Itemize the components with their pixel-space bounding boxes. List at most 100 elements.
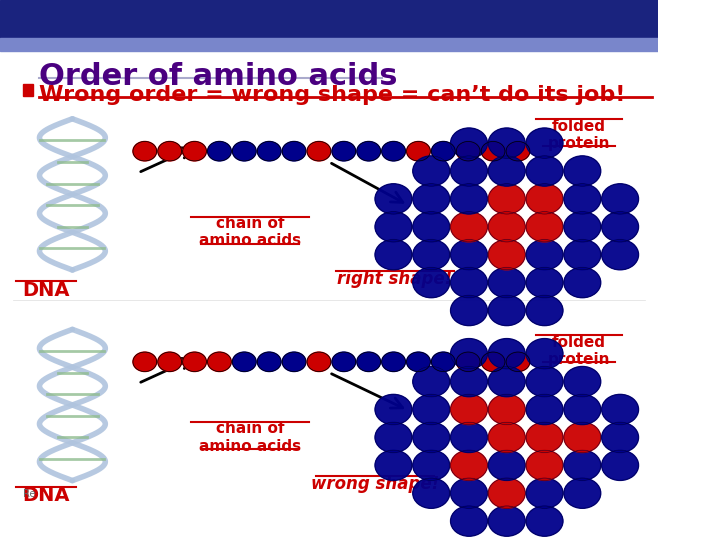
Circle shape [233,141,256,161]
Circle shape [526,295,563,326]
Circle shape [158,352,181,372]
Circle shape [526,240,563,270]
Circle shape [602,394,639,424]
Circle shape [413,422,450,453]
Circle shape [357,352,381,372]
Circle shape [407,141,431,161]
Circle shape [456,141,480,161]
Text: folded
protein: folded protein [548,119,611,151]
Circle shape [488,506,525,536]
Text: Wrong order = wrong shape = can’t do its job!: Wrong order = wrong shape = can’t do its… [40,85,626,105]
Circle shape [506,141,530,161]
Circle shape [481,352,505,372]
Circle shape [431,141,455,161]
Circle shape [207,141,231,161]
Circle shape [451,394,487,424]
Circle shape [382,352,405,372]
Bar [0,38,658,51]
Circle shape [481,141,505,161]
Circle shape [307,141,330,161]
Circle shape [488,128,525,158]
Circle shape [332,141,356,161]
Circle shape [526,367,563,397]
Circle shape [133,141,157,161]
Circle shape [375,240,412,270]
Circle shape [488,295,525,326]
Circle shape [451,450,487,481]
Circle shape [207,352,231,372]
Circle shape [413,184,450,214]
Circle shape [357,141,381,161]
Text: right shape!: right shape! [337,270,452,288]
Circle shape [282,352,306,372]
Circle shape [526,422,563,453]
Circle shape [564,156,600,186]
Circle shape [564,267,600,298]
Circle shape [602,212,639,242]
Circle shape [451,367,487,397]
Circle shape [488,156,525,186]
Circle shape [488,422,525,453]
Circle shape [413,394,450,424]
Circle shape [233,352,256,372]
Circle shape [133,352,157,372]
Circle shape [375,394,412,424]
Circle shape [506,352,530,372]
Circle shape [451,184,487,214]
Text: DNA: DNA [22,486,70,505]
Bar [0,0,658,38]
Circle shape [564,422,600,453]
Circle shape [431,352,455,372]
Circle shape [332,352,356,372]
Circle shape [451,339,487,369]
Circle shape [183,352,207,372]
Circle shape [564,478,600,508]
Circle shape [257,352,281,372]
Text: chain of
amino acids: chain of amino acids [199,421,301,454]
Circle shape [451,128,487,158]
Circle shape [413,367,450,397]
Circle shape [456,352,480,372]
Circle shape [602,240,639,270]
Circle shape [413,478,450,508]
Text: chain of
amino acids: chain of amino acids [199,216,301,248]
Text: Re: Re [23,489,35,499]
Text: DNA: DNA [22,281,70,300]
Circle shape [451,295,487,326]
Circle shape [488,394,525,424]
Circle shape [602,422,639,453]
Circle shape [375,422,412,453]
Circle shape [488,450,525,481]
Text: wrong shape!: wrong shape! [311,475,439,493]
Circle shape [526,478,563,508]
Circle shape [413,450,450,481]
Text: folded
protein: folded protein [548,335,611,367]
Circle shape [564,240,600,270]
Circle shape [375,184,412,214]
Circle shape [451,240,487,270]
Circle shape [413,267,450,298]
Circle shape [257,141,281,161]
Circle shape [526,128,563,158]
Circle shape [183,141,207,161]
Circle shape [488,212,525,242]
Circle shape [488,339,525,369]
Circle shape [488,367,525,397]
Circle shape [564,367,600,397]
Circle shape [526,184,563,214]
Circle shape [526,506,563,536]
Circle shape [451,478,487,508]
Circle shape [564,184,600,214]
Text: Order of amino acids: Order of amino acids [40,62,398,91]
Circle shape [413,212,450,242]
Circle shape [488,478,525,508]
Circle shape [602,184,639,214]
Circle shape [307,352,330,372]
Circle shape [488,267,525,298]
Circle shape [564,394,600,424]
Circle shape [375,212,412,242]
Circle shape [158,141,181,161]
Circle shape [526,267,563,298]
Circle shape [413,156,450,186]
Circle shape [488,240,525,270]
